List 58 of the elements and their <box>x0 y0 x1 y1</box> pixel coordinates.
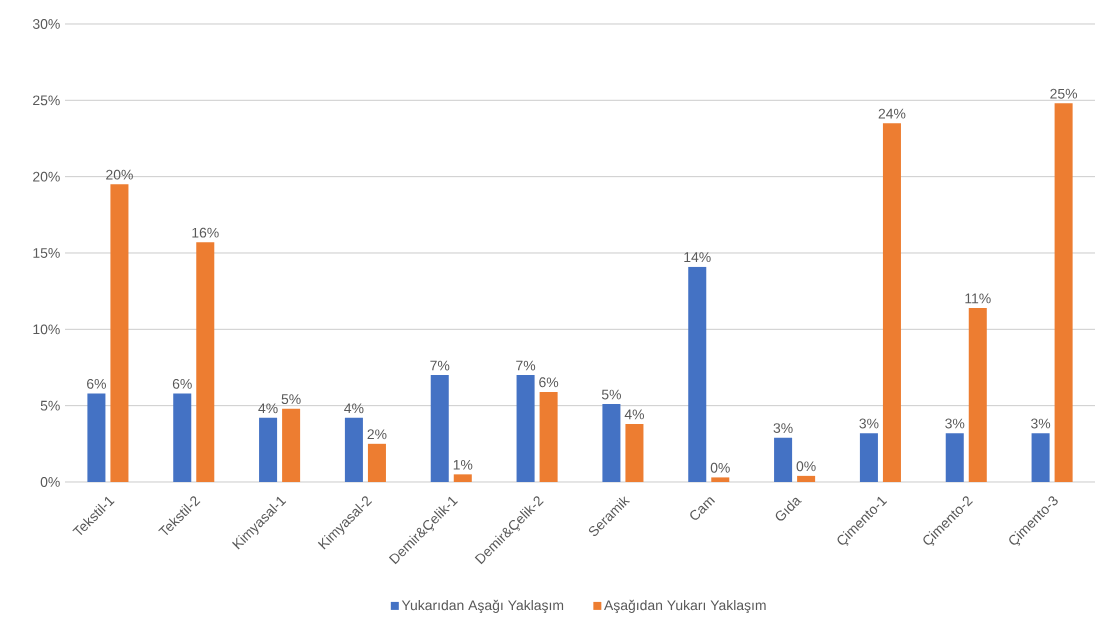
bar <box>430 375 449 482</box>
y-tick-label: 10% <box>33 324 60 335</box>
bar <box>882 123 901 482</box>
y-tick-label: 0% <box>40 477 60 487</box>
data-label: 3% <box>945 418 965 429</box>
data-label: 11% <box>965 293 991 304</box>
data-label: 3% <box>1031 418 1051 429</box>
y-tick-label: 5% <box>40 400 60 411</box>
bar <box>945 433 964 482</box>
data-label: 6% <box>87 378 106 389</box>
data-label: 0% <box>710 462 730 473</box>
bar <box>259 417 278 482</box>
data-label: 16% <box>192 227 219 238</box>
bar <box>87 393 106 482</box>
data-label: 4% <box>624 409 645 420</box>
data-label: 7% <box>516 360 536 371</box>
data-label: 4% <box>344 403 364 414</box>
bar <box>110 184 129 482</box>
bar <box>774 437 793 482</box>
bar <box>173 393 192 482</box>
data-label: 24% <box>878 108 906 119</box>
data-label: 4% <box>258 403 278 414</box>
legend-label: Aşağıdan Yukarı Yaklaşım <box>604 599 766 614</box>
bar <box>344 417 363 482</box>
data-label: 5% <box>281 394 301 405</box>
data-label: 5% <box>601 389 621 400</box>
data-label: 3% <box>773 423 793 434</box>
bar <box>797 475 816 482</box>
bar <box>968 307 987 482</box>
data-label: 25% <box>1050 88 1078 99</box>
bar <box>688 266 707 482</box>
y-tick-label: 20% <box>33 171 60 182</box>
bar <box>196 242 215 482</box>
bar <box>711 477 730 482</box>
data-label: 6% <box>172 378 192 389</box>
bar <box>539 391 558 482</box>
y-tick-label: 25% <box>33 95 60 106</box>
data-label: 14% <box>684 252 711 263</box>
data-label: 7% <box>430 360 450 371</box>
y-tick-label: 30% <box>32 19 60 29</box>
legend-label: Yukarıdan Aşağı Yaklaşım <box>401 599 564 614</box>
bar <box>1054 103 1073 482</box>
x-tick-label: Cam <box>690 497 715 520</box>
data-label: 2% <box>367 429 387 440</box>
data-label: 0% <box>796 461 816 472</box>
data-label: 1% <box>453 459 473 470</box>
y-tick-label: 15% <box>33 248 60 258</box>
bar <box>1031 433 1050 482</box>
data-label: 3% <box>859 418 879 429</box>
data-label: 20% <box>106 169 133 180</box>
bar <box>282 408 301 482</box>
bar <box>367 443 386 482</box>
bar <box>859 433 878 482</box>
bar <box>625 423 644 482</box>
data-label: 6% <box>539 377 559 388</box>
bar <box>602 404 621 482</box>
bar <box>453 474 472 482</box>
bar <box>516 375 535 482</box>
